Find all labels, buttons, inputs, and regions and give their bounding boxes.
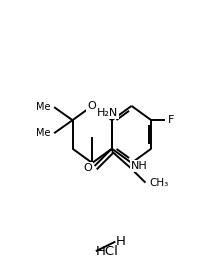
Text: H₂N: H₂N: [97, 108, 118, 118]
Text: CH₃: CH₃: [150, 178, 169, 188]
Text: H: H: [115, 235, 125, 248]
Text: Me: Me: [36, 102, 51, 112]
Text: O: O: [83, 163, 92, 173]
Text: HCl: HCl: [96, 245, 119, 258]
Text: F: F: [168, 115, 174, 125]
Text: NH: NH: [131, 161, 148, 171]
Text: Me: Me: [36, 128, 51, 138]
Text: O: O: [87, 101, 96, 111]
